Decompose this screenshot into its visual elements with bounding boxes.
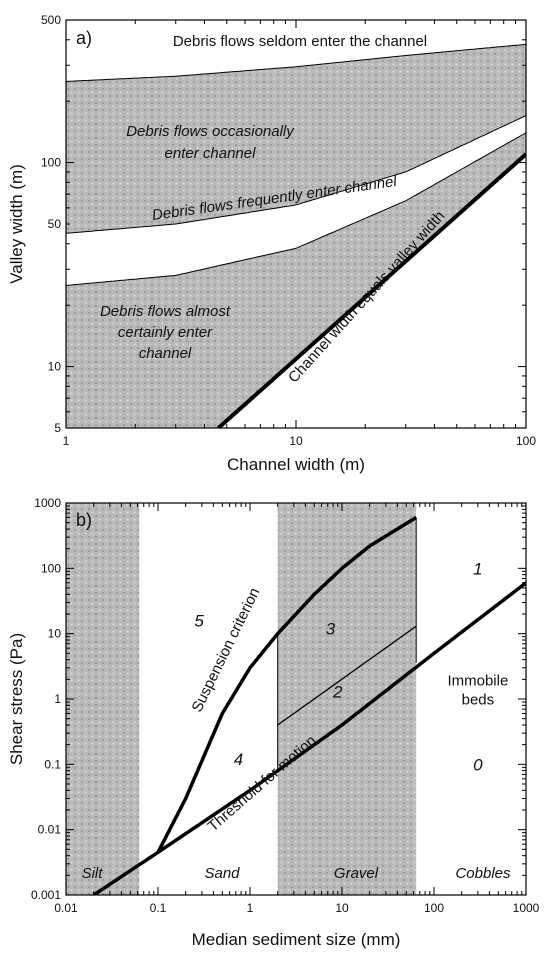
y-tick-label: 0.1 xyxy=(44,757,61,771)
y-tick-label: 100 xyxy=(41,156,61,170)
y-tick-label: 50 xyxy=(48,217,62,231)
gravel-mid-line xyxy=(277,625,417,726)
panel-a-xlabel: Channel width (m) xyxy=(227,455,365,474)
zone-number-4: 4 xyxy=(234,750,243,769)
y-tick-label: 100 xyxy=(41,561,61,575)
immobile-beds-label-1: Immobile xyxy=(447,672,508,689)
x-tick-label: 10 xyxy=(289,434,303,448)
panel-a-ylabel: Valley width (m) xyxy=(7,164,26,284)
band-label-sand: Sand xyxy=(204,865,240,882)
suspension-criterion-line xyxy=(156,515,418,854)
y-tick-label: 10 xyxy=(48,627,62,641)
occasional-zone-shading xyxy=(66,44,526,234)
threshold-for-motion-line xyxy=(92,581,526,895)
band-label-silt: Silt xyxy=(82,865,104,882)
zone-number-1: 1 xyxy=(473,559,482,578)
band-label-gravel: Gravel xyxy=(334,865,379,882)
x-tick-label: 100 xyxy=(516,434,536,448)
zone-label-occasional-2: enter channel xyxy=(165,145,257,162)
y-tick-label: 10 xyxy=(48,360,62,374)
zone-label-seldom: Debris flows seldom enter the channel xyxy=(173,33,427,50)
x-tick-label: 0.01 xyxy=(54,901,78,915)
silt-band xyxy=(66,503,140,895)
zone-number-3: 3 xyxy=(326,619,336,638)
zone-label-almost-3: channel xyxy=(139,345,192,362)
panel-a-tag: a) xyxy=(76,28,92,48)
boundary-upper-line xyxy=(66,43,526,82)
boundary-middle-top-line xyxy=(66,115,526,234)
x-tick-label: 1 xyxy=(63,434,70,448)
boundary-middle-bottom-line xyxy=(66,132,526,286)
x-tick-label: 1000 xyxy=(513,901,540,915)
y-tick-label: 1000 xyxy=(34,496,61,510)
panel-b-xlabel: Median sediment size (mm) xyxy=(192,930,401,949)
band-label-cobbles: Cobbles xyxy=(455,865,511,882)
channel-equals-valley-line xyxy=(217,152,526,428)
zone-number-5: 5 xyxy=(194,611,204,630)
panel-b-tag: b) xyxy=(76,510,92,530)
zone-number-0: 0 xyxy=(473,755,483,774)
zone-numbers: 5 4 3 2 1 0 xyxy=(194,559,483,774)
gravel-band xyxy=(277,503,417,895)
zone-label-almost-2: certainly enter xyxy=(118,324,213,341)
frequent-zone-area xyxy=(66,115,526,286)
y-tick-label: 1 xyxy=(54,692,61,706)
panel-b: 0.01 0.1 1 10 100 10000.0010.010.11101001000 … xyxy=(7,496,540,949)
x-tick-label: 0.1 xyxy=(150,901,167,915)
y-tick-label: 5 xyxy=(54,421,61,435)
panel-a-ticks: 1 10 100 5 10 50 100 500 xyxy=(41,13,536,448)
panel-b-ylabel: Shear stress (Pa) xyxy=(7,633,26,765)
zone-number-2: 2 xyxy=(332,683,343,702)
x-tick-label: 10 xyxy=(335,901,349,915)
immobile-beds-label-2: beds xyxy=(462,691,495,708)
y-tick-label: 0.001 xyxy=(31,888,61,902)
x-tick-label: 100 xyxy=(424,901,444,915)
y-tick-label: 500 xyxy=(41,13,61,27)
x-tick-label: 1 xyxy=(247,901,254,915)
zone-label-occasional-1: Debris flows occasionally xyxy=(126,123,295,140)
zone-label-almost-1: Debris flows almost xyxy=(100,303,231,320)
panel-a: 1 10 100 5 10 50 100 500 a) Debris flows seldom… xyxy=(7,13,536,474)
y-tick-label: 0.01 xyxy=(38,823,62,837)
